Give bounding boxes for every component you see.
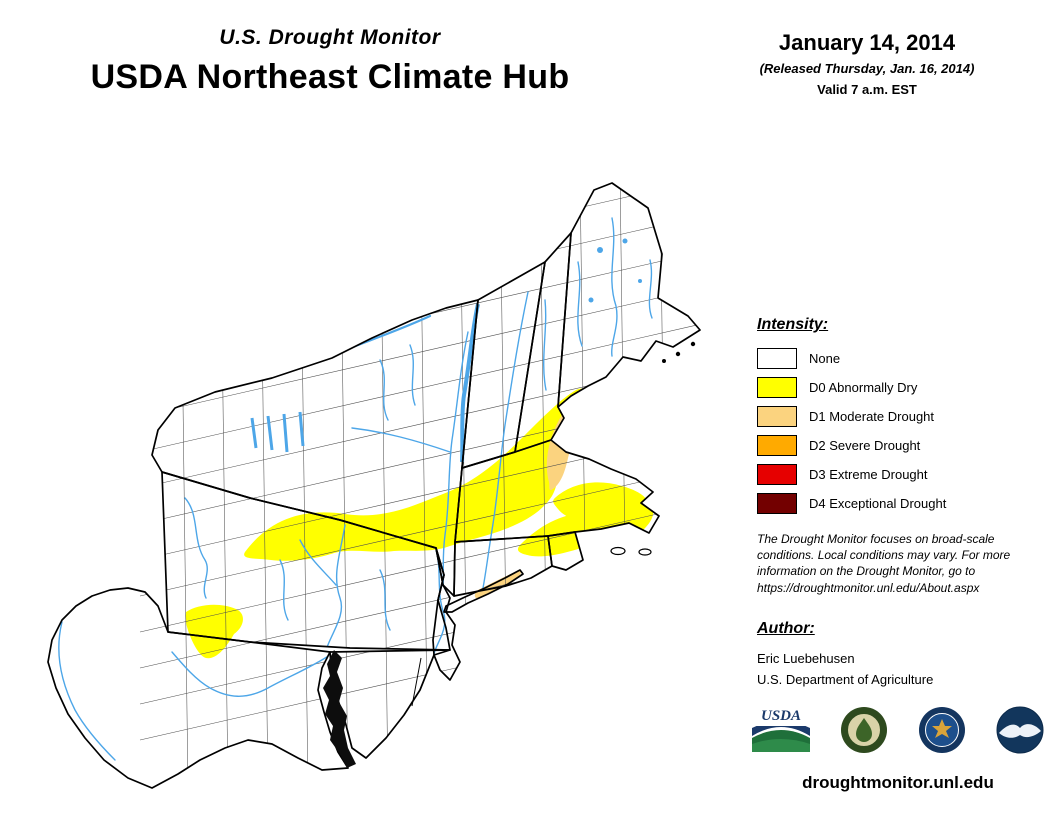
legend-item: None xyxy=(757,348,1035,369)
program-title: U.S. Drought Monitor xyxy=(219,26,441,49)
legend-item-label: D0 Abnormally Dry xyxy=(809,380,918,395)
mohawk-river xyxy=(351,427,451,453)
legend-item: D2 Severe Drought xyxy=(757,435,1035,456)
author-heading: Author: xyxy=(757,619,815,637)
noaa-logo xyxy=(996,706,1044,754)
commerce-logo xyxy=(919,707,965,753)
legend-item: D3 Extreme Drought xyxy=(757,464,1035,485)
legend-swatch-d3 xyxy=(757,464,797,485)
susquehanna-river xyxy=(325,524,346,651)
rivers xyxy=(58,217,653,761)
usda-symbol-icon xyxy=(752,725,810,752)
state-west-virginia-maryland xyxy=(47,587,349,789)
legend-item: D0 Abnormally Dry xyxy=(757,377,1035,398)
usda-logo-text: USDA xyxy=(760,707,801,724)
agency-logos: USDA xyxy=(752,706,1044,754)
page-title: USDA Northeast Climate Hub xyxy=(90,58,570,96)
legend-swatch-none xyxy=(757,348,797,369)
potomac-river xyxy=(171,651,331,697)
lake-champlain xyxy=(460,303,480,463)
header-title-block: U.S. Drought Monitor USDA Northeast Clim… xyxy=(10,26,650,97)
legend-swatch-d2 xyxy=(757,435,797,456)
long-island xyxy=(443,569,524,613)
date-block: January 14, 2014 (Released Thursday, Jan… xyxy=(722,30,1012,97)
legend-swatch-d0 xyxy=(757,377,797,398)
legend-item: D1 Moderate Drought xyxy=(757,406,1035,427)
allegheny-river xyxy=(184,497,208,599)
author-organization: U.S. Department of Agriculture xyxy=(757,671,934,687)
legend-swatch-d1 xyxy=(757,406,797,427)
legend-title: Intensity: xyxy=(757,316,829,333)
hudson-river xyxy=(442,331,469,587)
state-borders xyxy=(47,182,701,789)
drought-map xyxy=(47,182,701,789)
delaware-river xyxy=(433,549,446,655)
usda-logo: USDA xyxy=(752,707,810,752)
maryland-delaware-border xyxy=(411,657,422,707)
lakes xyxy=(250,303,480,463)
legend-item-label: None xyxy=(809,351,841,366)
ohio-river xyxy=(58,621,116,761)
author-name: Eric Luebehusen xyxy=(757,650,855,666)
coastal-islands xyxy=(610,341,696,556)
state-maine xyxy=(557,182,701,408)
legend-item-label: D2 Severe Drought xyxy=(809,438,921,453)
state-connecticut xyxy=(453,535,553,597)
legend-item-label: D1 Moderate Drought xyxy=(809,409,935,424)
legend-swatch-d4 xyxy=(757,493,797,514)
disclaimer-text: The Drought Monitor focuses on broad-sca… xyxy=(757,532,1011,595)
maine-lakes xyxy=(588,238,642,303)
website-url: droughtmonitor.unl.edu xyxy=(802,773,994,792)
chesapeake-bay xyxy=(323,650,356,768)
legend-panel: Intensity: None D0 Abnormally Dry D1 Mod… xyxy=(757,316,1035,687)
valid-note: Valid 7 a.m. EST xyxy=(817,82,917,97)
state-new-jersey xyxy=(432,547,461,681)
legend-item-label: D3 Extreme Drought xyxy=(809,467,928,482)
connecticut-river xyxy=(482,291,529,589)
legend-item: D4 Exceptional Drought xyxy=(757,493,1035,514)
legend-item-label: D4 Exceptional Drought xyxy=(809,496,947,511)
release-note: (Released Thursday, Jan. 16, 2014) xyxy=(759,61,975,76)
ndmc-logo xyxy=(841,707,887,753)
finger-lakes xyxy=(250,411,305,453)
map-date: January 14, 2014 xyxy=(778,30,956,55)
